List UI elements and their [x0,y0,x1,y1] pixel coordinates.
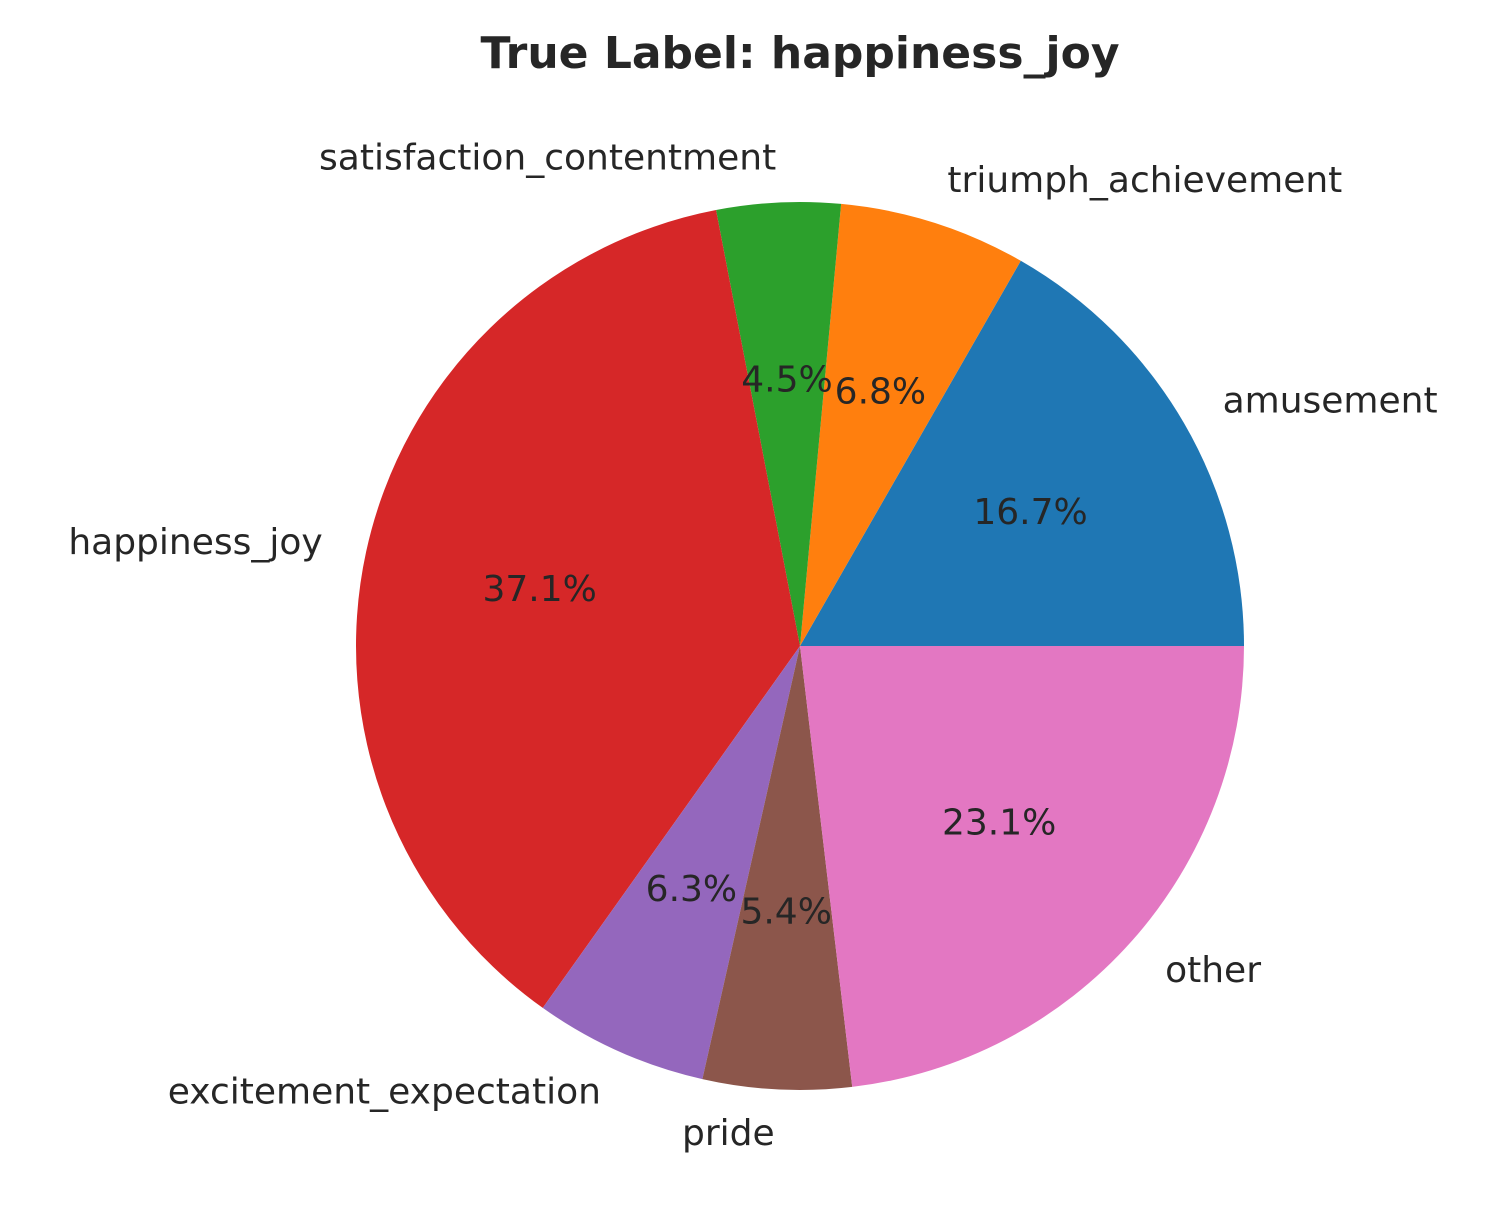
percent-label-triumph-achievement: 6.8% [835,372,926,413]
percent-label-satisfaction-contentment: 4.5% [741,359,832,400]
category-label-other: other [1165,950,1261,991]
percent-labels: 16.7% 6.8%4.5% 37.1% 6.3%5.4% 23.1% [482,359,1087,932]
percent-label-other: 23.1% [942,802,1056,843]
category-label-excitement-expectation: excitement_expectation [168,1071,601,1112]
pie-slice-satisfaction-contentment [716,201,842,646]
pie-slice-excitement-expectation [542,646,800,1080]
pie-slice-happiness-joy [356,210,800,1008]
category-labels: amusement triumph_achievement satisfaction… [68,138,1437,1155]
category-label-satisfaction-contentment: satisfaction_contentment [319,138,776,179]
percent-label-happiness-joy: 37.1% [482,569,596,610]
percent-label-excitement-expectation: 6.3% [646,869,737,910]
pie-slice-pride [702,646,853,1091]
pie-slice-amusement [800,260,1244,646]
chart-title: True Label: happiness_joy [480,28,1119,79]
pie-slice-other [800,646,1244,1087]
category-label-pride: pride [682,1113,775,1154]
pie-slices [356,201,1244,1091]
category-label-happiness-joy: happiness_joy [68,522,322,563]
percent-label-pride: 5.4% [740,892,831,933]
category-label-amusement: amusement [1223,381,1438,422]
category-label-triumph-achievement: triumph_achievement [947,160,1342,201]
percent-label-amusement: 16.7% [973,492,1087,533]
pie-slice-triumph-achievement [800,203,1021,646]
